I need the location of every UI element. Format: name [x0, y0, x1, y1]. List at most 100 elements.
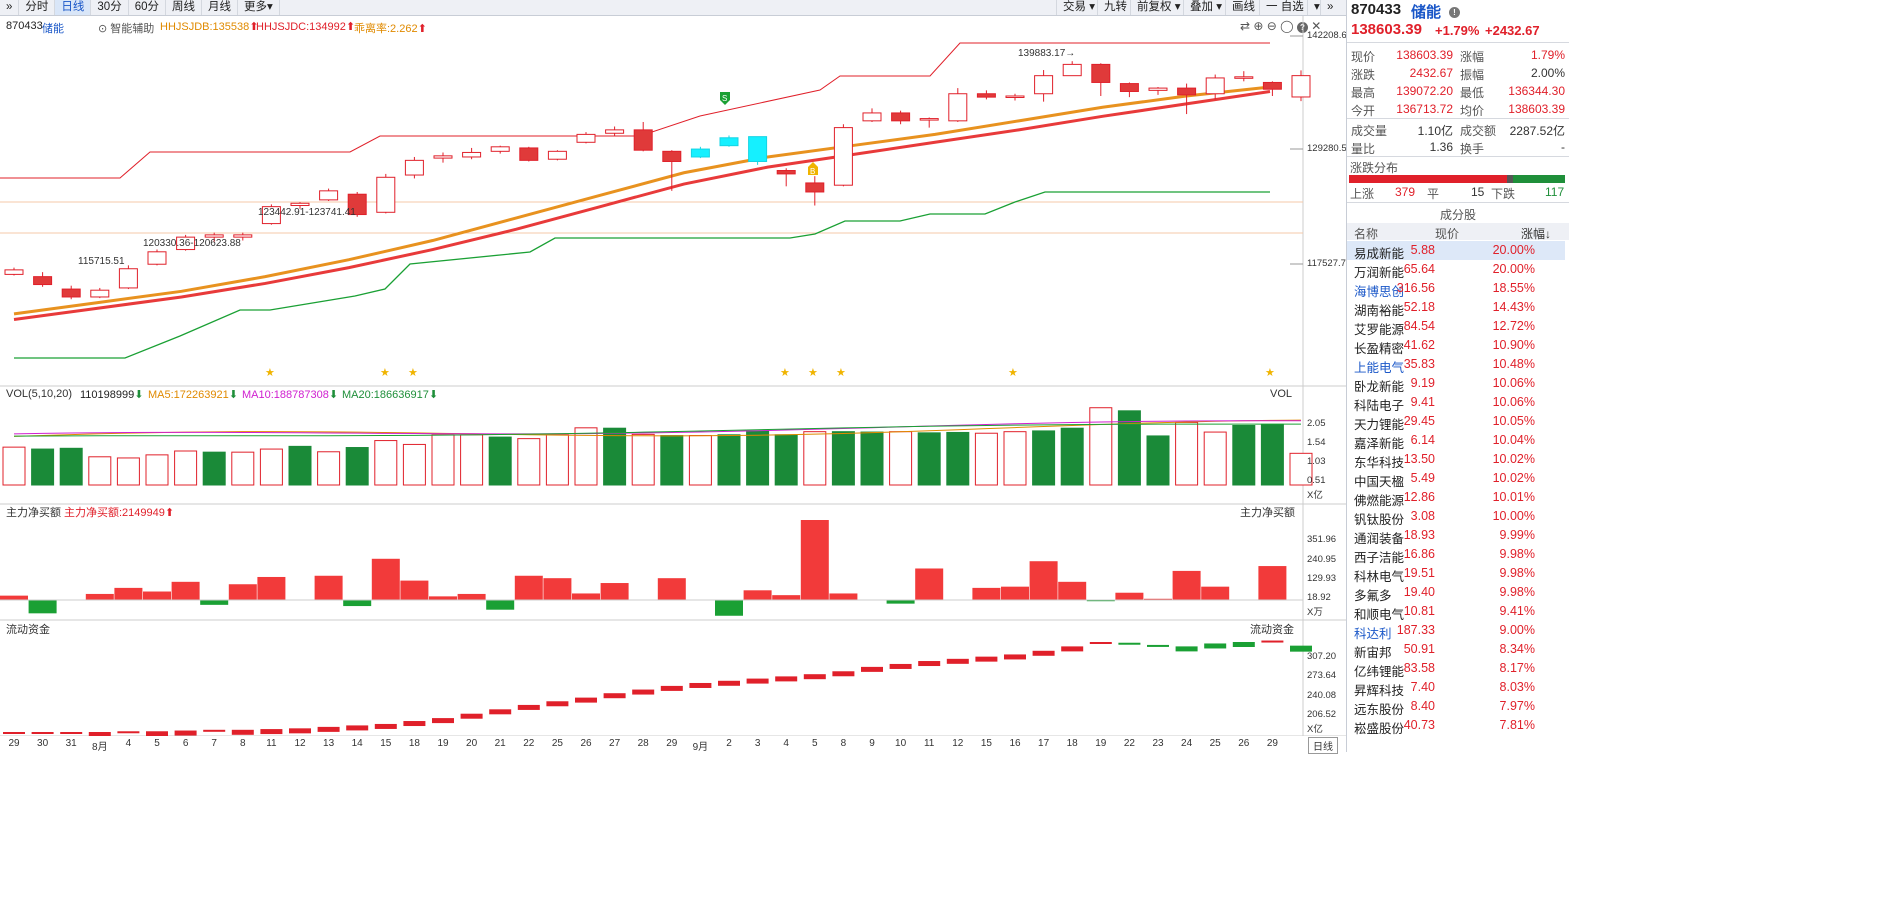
- stock-name: 上能电气: [1354, 361, 1405, 375]
- x-tick: 22: [1123, 738, 1135, 749]
- quote-value: 1.10亿: [1417, 124, 1453, 138]
- constituent-row[interactable]: 亿纬锂能 83.58 8.17%: [1347, 659, 1565, 679]
- net-bar: [114, 587, 143, 600]
- constituent-row[interactable]: 天力锂能 29.45 10.05%: [1347, 412, 1565, 432]
- candle-body: [147, 251, 167, 265]
- stock-price: 29.45: [1403, 414, 1435, 428]
- constituent-row[interactable]: 科达利 187.33 9.00%: [1347, 621, 1565, 641]
- net-bar: [371, 558, 400, 600]
- constituent-row[interactable]: 远东股份 8.40 7.97%: [1347, 697, 1565, 717]
- period-tab[interactable]: 30分: [91, 0, 129, 15]
- net-axis-unit: X万: [1307, 607, 1323, 618]
- help-icon[interactable]: ?: [1296, 22, 1308, 33]
- constituent-row[interactable]: 嘉泽新能 6.14 10.04%: [1347, 431, 1565, 451]
- constituent-row[interactable]: 佛燃能源 12.86 10.01%: [1347, 488, 1565, 508]
- quote-label: 振幅: [1460, 68, 1485, 82]
- volume-bar: [460, 434, 484, 486]
- period-tab[interactable]: 60分: [129, 0, 166, 15]
- x-tick: 10: [895, 738, 907, 749]
- volume-bar: [746, 430, 770, 486]
- smart-assist-toggle[interactable]: ⊙ 智能辅助: [98, 23, 155, 35]
- volume-bar: [59, 447, 83, 486]
- constituent-row[interactable]: 中国天楹 5.49 10.02%: [1347, 469, 1565, 489]
- period-tab[interactable]: 更多▾: [238, 0, 280, 15]
- col-name[interactable]: 名称: [1354, 227, 1379, 241]
- flow-bar: [374, 723, 397, 729]
- flow-bar: [975, 656, 998, 662]
- candle-body: [4, 269, 24, 275]
- quote-panel: 870433 储能 ! 138603.39 +1.79% +2432.67 现价…: [1346, 0, 1569, 752]
- candle-body: [404, 159, 424, 176]
- ma-orange-line: [13, 85, 1271, 316]
- expand-icon[interactable]: »: [1320, 0, 1339, 15]
- x-tick: 29: [666, 738, 678, 749]
- high-annotation-text: 139883.17: [1018, 48, 1066, 59]
- flow-bar: [1232, 642, 1255, 647]
- draw-line-button[interactable]: 画线: [1225, 0, 1261, 15]
- candle-body: [347, 193, 367, 216]
- quote-row: 今开 136713.72 均价 138603.39: [1349, 100, 1567, 118]
- nine-turn-button[interactable]: 九转: [1097, 0, 1133, 15]
- period-tab[interactable]: 日线: [55, 0, 92, 15]
- chart-tools-icons[interactable]: ⇄ ⊕ ⊖ ◯ ? ✕: [1240, 19, 1322, 33]
- volume-bar: [145, 454, 169, 486]
- trade-menu[interactable]: 交易 ▾: [1056, 0, 1101, 15]
- period-indicator[interactable]: 日线: [1308, 737, 1338, 754]
- flow-bar: [489, 709, 512, 715]
- constituent-row[interactable]: 湖南裕能 52.18 14.43%: [1347, 298, 1565, 318]
- x-tick: 21: [494, 738, 506, 749]
- constituent-row[interactable]: 科林电气 19.51 9.98%: [1347, 564, 1565, 584]
- net-bar: [886, 600, 915, 604]
- chart-area: S B ★ ★ ★ ★ ★ ★ ★ ★: [0, 16, 1346, 736]
- period-tab[interactable]: 周线: [166, 0, 202, 15]
- constituent-row[interactable]: 万润新能 65.64 20.00%: [1347, 260, 1565, 280]
- collapse-icon[interactable]: »: [0, 0, 20, 15]
- constituent-row[interactable]: 东华科技 13.50 10.02%: [1347, 450, 1565, 470]
- constituent-row[interactable]: 崧盛股份 40.73 7.81%: [1347, 716, 1565, 736]
- x-tick: 17: [1038, 738, 1050, 749]
- candle-body: [176, 236, 196, 251]
- info-icon[interactable]: !: [1449, 4, 1460, 18]
- vol-right-label: VOL: [1270, 388, 1293, 400]
- constituent-row[interactable]: 昇辉科技 7.40 8.03%: [1347, 678, 1565, 698]
- star-icon: ★: [808, 367, 818, 379]
- quote-value: -: [1561, 140, 1565, 154]
- candle-body: [261, 206, 281, 225]
- dropdown-icon[interactable]: ▾: [1307, 0, 1326, 15]
- constituent-row[interactable]: 西子洁能 16.86 9.98%: [1347, 545, 1565, 565]
- net-bar: [1144, 598, 1172, 600]
- x-tick: 26: [1238, 738, 1250, 749]
- flow-bar: [460, 713, 483, 719]
- overlay-menu[interactable]: 叠加 ▾: [1183, 0, 1228, 15]
- constituent-row[interactable]: 长盈精密 41.62 10.90%: [1347, 336, 1565, 356]
- constituent-row[interactable]: 通润装备 18.93 9.99%: [1347, 526, 1565, 546]
- period-tab[interactable]: 分时: [19, 0, 56, 15]
- constituent-row[interactable]: 和顺电气 10.81 9.41%: [1347, 602, 1565, 622]
- stock-name: 嘉泽新能: [1354, 437, 1405, 451]
- sell-signal-icon: [720, 92, 730, 105]
- col-price[interactable]: 现价: [1435, 227, 1460, 241]
- candle-body: [33, 276, 53, 286]
- dist-bar: [1349, 175, 1565, 183]
- constituent-row[interactable]: 易成新能 5.88 20.00%: [1347, 241, 1565, 261]
- constituent-row[interactable]: 科陆电子 9.41 10.06%: [1347, 393, 1565, 413]
- constituent-row[interactable]: 海博思创 316.56 18.55%: [1347, 279, 1565, 299]
- low-annotation: 115715.51: [78, 256, 125, 267]
- constituent-row[interactable]: 艾罗能源 84.54 12.72%: [1347, 317, 1565, 337]
- watchlist-button[interactable]: 一 自选: [1259, 0, 1310, 15]
- constituent-row[interactable]: 多氟多 19.40 9.98%: [1347, 583, 1565, 603]
- quote-label: 涨幅: [1460, 50, 1485, 64]
- col-change[interactable]: 涨幅↓: [1521, 227, 1552, 241]
- ma20-text: MA20:186636917: [342, 389, 429, 401]
- flow-axis-unit: X亿: [1307, 724, 1323, 735]
- x-tick: 23: [1152, 738, 1164, 749]
- volume-bar: [545, 434, 569, 486]
- constituent-row[interactable]: 卧龙新能 9.19 10.06%: [1347, 374, 1565, 394]
- constituent-row[interactable]: 新宙邦 50.91 8.34%: [1347, 640, 1565, 660]
- period-tab[interactable]: 月线: [202, 0, 238, 15]
- adjust-menu[interactable]: 前复权 ▾: [1130, 0, 1186, 15]
- constituent-row[interactable]: 钒钛股份 3.08 10.00%: [1347, 507, 1565, 527]
- candle-body: [462, 151, 482, 158]
- constituent-row[interactable]: 上能电气 35.83 10.48%: [1347, 355, 1565, 375]
- stock-price: 8.40: [1410, 699, 1435, 713]
